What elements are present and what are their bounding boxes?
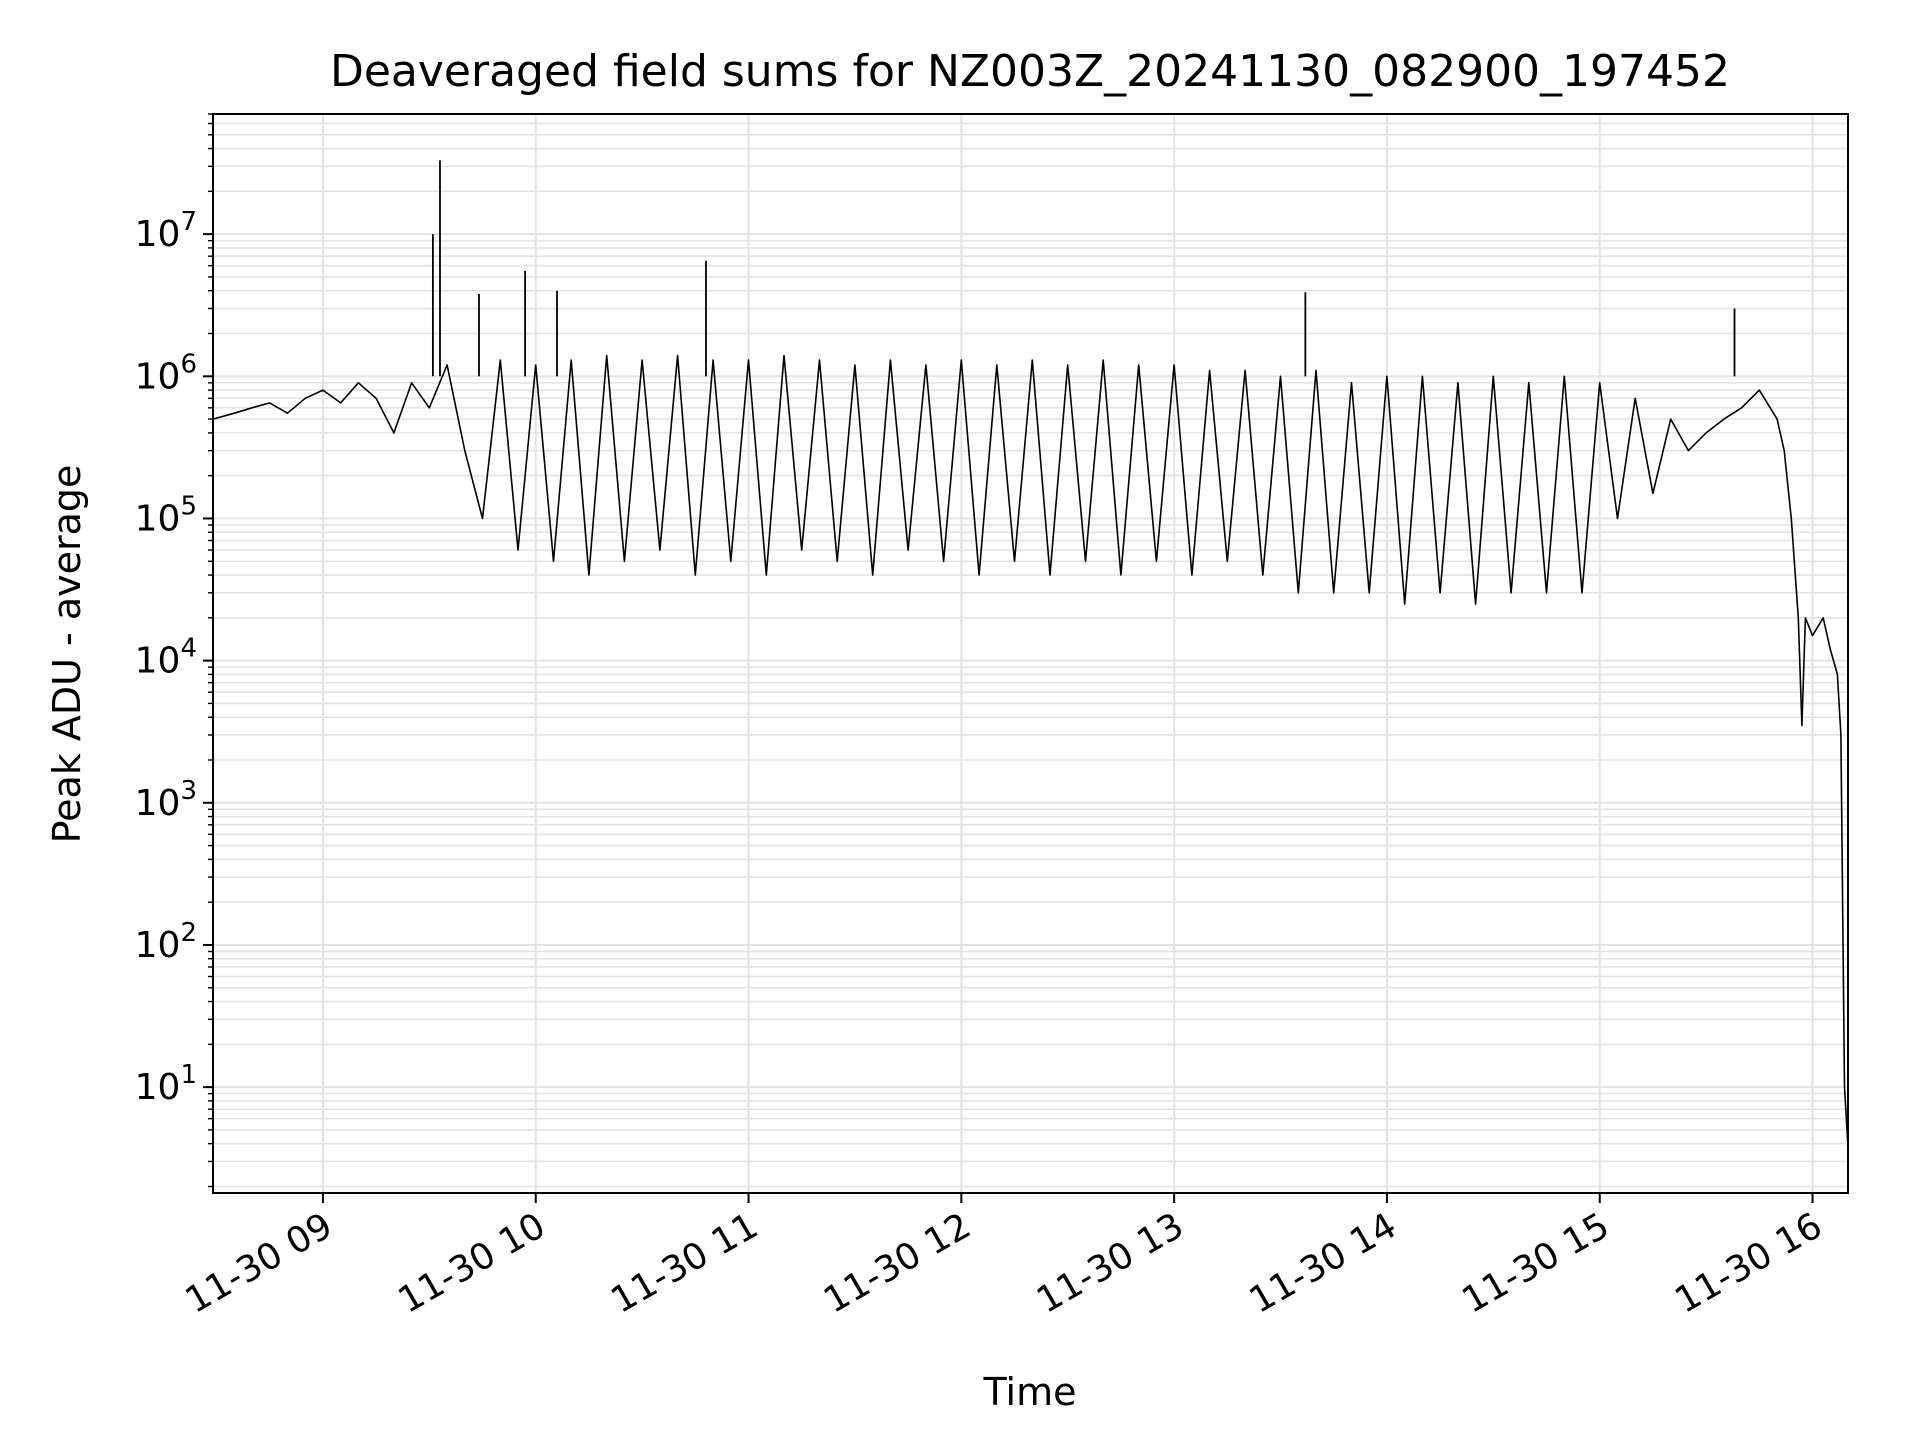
plot-frame (212, 113, 1849, 1194)
x-axis-label: Time (983, 1370, 1077, 1414)
series-line (212, 354, 1849, 1147)
data-series (212, 160, 1849, 1147)
y-tick-label: 104 (135, 634, 197, 682)
grid (213, 113, 1848, 1193)
y-tick-label: 105 (135, 491, 197, 539)
y-tick-label: 101 (135, 1060, 197, 1108)
y-tick-label: 103 (135, 776, 197, 824)
y-tick-label: 102 (135, 918, 197, 966)
y-tick-label: 106 (135, 349, 197, 397)
chart-title: Deaveraged field sums for NZ003Z_2024113… (330, 46, 1730, 97)
y-tick-label: 107 (135, 207, 197, 255)
y-axis-label: Peak ADU - average (45, 465, 89, 844)
